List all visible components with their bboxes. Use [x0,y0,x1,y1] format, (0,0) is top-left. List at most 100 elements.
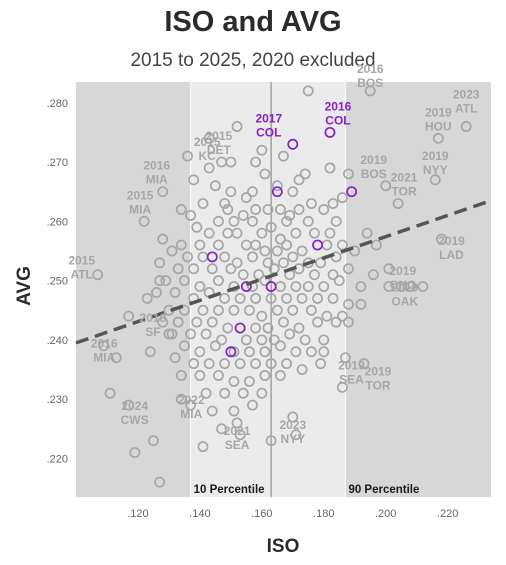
data-point [318,281,330,292]
point-label-line: 2016 [91,337,118,351]
data-point [305,304,317,316]
labeled-data-point [138,215,150,227]
data-point [203,227,215,239]
data-point [228,405,240,417]
data-point [271,180,283,192]
data-point [247,186,258,198]
data-point [256,387,268,399]
y-tick-label: .230 [47,394,68,406]
labeled-data-point [432,132,444,144]
data-point [243,346,255,358]
data-point [330,215,342,227]
point-label-line: TOR [365,379,390,393]
point-label-line: 2019 [422,149,449,163]
labeled-data-point [175,393,187,405]
y-axis-label: AVG [14,266,35,306]
data-point [141,292,153,304]
point-label-line: 2015 [194,135,221,149]
point-label-line: ATL [70,268,92,282]
point-label-line: 2023 [453,87,480,101]
data-point [262,257,274,269]
labeled-data-point [110,352,122,364]
data-point [274,370,286,381]
data-point [327,292,339,304]
data-point [268,334,280,346]
data-point [185,328,197,340]
data-point [259,275,271,287]
data-point [296,364,308,375]
point-label-line: 2019 [338,359,365,373]
data-points [92,85,472,488]
labeled-data-point [380,180,392,192]
y-tick-label: .280 [47,98,68,110]
labeled-data-point [392,198,404,209]
data-point [247,399,258,411]
highlighted-data-point [271,186,283,198]
data-point [250,322,262,334]
data-point [178,340,190,352]
data-point [274,204,286,215]
data-point [265,435,277,447]
data-point [327,269,339,281]
x-axis-ticks: .120 .140 .160 .180 .200 .220 [127,508,458,520]
data-point [287,304,299,316]
point-label-line: HOU [425,119,452,133]
highlighted-data-point [312,239,324,251]
data-point [240,334,252,346]
point-label: 2019 LAD [438,234,465,262]
data-point [321,310,333,322]
data-point [318,204,330,215]
point-label-line: 2022 [178,393,205,407]
labeled-data-point [287,411,299,423]
y-tick-label: .260 [47,216,68,228]
data-point [219,387,231,399]
point-label: 2015 MIA [127,188,154,216]
data-point [219,292,231,304]
data-point [309,227,320,239]
point-label-line: 2021 [224,424,251,438]
data-point [278,316,289,328]
data-point [284,328,296,340]
percentile-10-label: 10 Percentile [194,484,265,496]
point-label-line: NYY [423,163,448,177]
point-label-line: 2017 [255,111,282,125]
data-point [265,221,277,233]
data-point [293,204,305,215]
labeled-data-point [358,358,370,370]
highlighted-data-point [225,346,237,358]
data-point [250,358,262,370]
data-point [256,310,268,322]
chart-title: ISO and AVG [164,6,342,38]
data-point [299,334,311,346]
labeled-data-point [203,162,215,174]
data-point [253,269,265,281]
x-tick-label: .120 [127,508,148,520]
data-point [315,358,327,370]
point-label: 2015 KC [194,135,221,163]
data-point [305,346,317,358]
data-point [243,375,255,387]
data-point [278,150,289,162]
labeled-data-point [154,476,166,488]
data-point [222,322,234,334]
data-point [265,358,277,370]
data-point [206,405,218,417]
data-point [219,251,231,263]
highlighted-data-point [265,281,277,292]
data-point [250,156,262,168]
y-axis-ticks: .220 .230 .240 .250 .260 .270 .280 [47,98,68,466]
point-label-line: 2015 [205,129,232,143]
point-label-line: MIA [146,173,168,187]
data-point [194,346,206,358]
data-point [154,275,166,287]
data-point [343,263,354,275]
highlighted-data-point [234,322,246,334]
data-point [166,245,178,257]
highlight-label: 2016 COL [325,99,352,127]
point-label-line: COL [256,125,281,139]
labeled-data-point [460,121,472,132]
point-label: 2022 MIA [178,393,205,421]
data-point [185,399,197,411]
data-point [343,168,354,180]
point-label-line: 2019 [438,234,465,248]
